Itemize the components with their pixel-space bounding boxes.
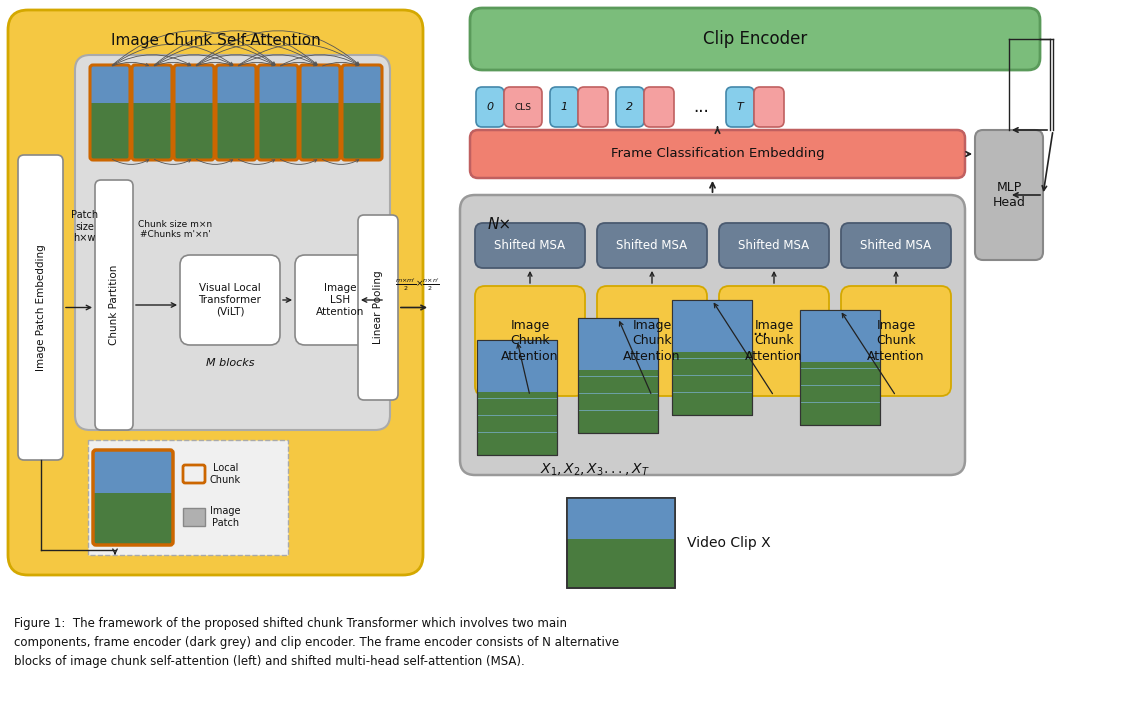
FancyBboxPatch shape <box>475 286 585 396</box>
FancyBboxPatch shape <box>504 87 542 127</box>
Text: Image
LSH
Attention: Image LSH Attention <box>316 284 364 317</box>
FancyBboxPatch shape <box>75 55 391 430</box>
FancyBboxPatch shape <box>8 10 423 575</box>
FancyBboxPatch shape <box>95 180 132 430</box>
Text: Image
Chunk
Attention: Image Chunk Attention <box>867 320 925 362</box>
Bar <box>477 340 557 392</box>
FancyBboxPatch shape <box>471 8 1040 70</box>
Text: components, frame encoder (dark grey) and clip encoder. The frame encoder consis: components, frame encoder (dark grey) an… <box>14 636 619 649</box>
Text: N×: N× <box>488 217 512 232</box>
Bar <box>801 310 880 425</box>
Text: Chunk Partition: Chunk Partition <box>108 265 119 345</box>
Bar <box>578 318 658 433</box>
FancyBboxPatch shape <box>616 87 644 127</box>
Bar <box>93 450 172 493</box>
Bar <box>258 65 298 103</box>
Text: Shifted MSA: Shifted MSA <box>494 239 565 252</box>
Bar <box>477 340 557 455</box>
FancyBboxPatch shape <box>460 195 965 475</box>
Text: T: T <box>737 102 743 112</box>
Text: Visual Local
Transformer
(ViLT): Visual Local Transformer (ViLT) <box>199 284 262 317</box>
FancyBboxPatch shape <box>357 215 399 400</box>
FancyBboxPatch shape <box>726 87 754 127</box>
Bar <box>801 310 880 362</box>
Bar <box>216 65 256 160</box>
Text: MLP
Head: MLP Head <box>992 181 1026 209</box>
Bar <box>90 65 130 103</box>
Bar <box>566 498 675 588</box>
Text: 1: 1 <box>561 102 568 112</box>
Bar <box>90 65 130 160</box>
Bar <box>132 65 172 103</box>
Bar <box>93 450 172 545</box>
Text: Figure 1:  The framework of the proposed shifted chunk Transformer which involve: Figure 1: The framework of the proposed … <box>14 617 566 630</box>
Bar <box>300 65 340 103</box>
Text: CLS: CLS <box>515 103 531 111</box>
Text: Image
Chunk
Attention: Image Chunk Attention <box>501 320 558 362</box>
Text: Clip Encoder: Clip Encoder <box>702 30 807 48</box>
FancyBboxPatch shape <box>841 286 951 396</box>
Bar <box>566 498 675 539</box>
FancyBboxPatch shape <box>975 130 1043 260</box>
FancyBboxPatch shape <box>841 223 951 268</box>
Bar <box>578 318 658 433</box>
Text: M blocks: M blocks <box>206 358 255 368</box>
FancyBboxPatch shape <box>295 255 385 345</box>
Bar <box>671 300 751 415</box>
FancyBboxPatch shape <box>719 223 829 268</box>
Bar <box>801 310 880 425</box>
Bar <box>341 65 383 103</box>
Bar <box>671 300 751 352</box>
Text: Video Clip X: Video Clip X <box>687 536 771 550</box>
FancyBboxPatch shape <box>578 87 608 127</box>
FancyBboxPatch shape <box>644 87 674 127</box>
Text: 2: 2 <box>627 102 634 112</box>
FancyBboxPatch shape <box>597 223 707 268</box>
Text: Linear Pooling: Linear Pooling <box>373 271 383 345</box>
FancyBboxPatch shape <box>475 223 585 268</box>
Bar <box>132 65 172 160</box>
Bar <box>341 65 383 160</box>
Text: blocks of image chunk self-attention (left) and shifted multi-head self-attentio: blocks of image chunk self-attention (le… <box>14 655 525 668</box>
Bar <box>300 65 340 160</box>
FancyBboxPatch shape <box>18 155 63 460</box>
Text: Frame Classification Embedding: Frame Classification Embedding <box>611 147 825 160</box>
Bar <box>578 318 658 370</box>
Bar <box>216 65 256 103</box>
Text: Shifted MSA: Shifted MSA <box>617 239 687 252</box>
Text: Image
Chunk
Attention: Image Chunk Attention <box>624 320 681 362</box>
FancyBboxPatch shape <box>180 255 280 345</box>
Bar <box>477 340 557 455</box>
Bar <box>183 508 206 526</box>
FancyBboxPatch shape <box>471 130 965 178</box>
Text: Patch
size
h×w: Patch size h×w <box>71 210 98 243</box>
Bar <box>258 65 298 160</box>
Bar <box>566 498 675 588</box>
Text: Shifted MSA: Shifted MSA <box>739 239 810 252</box>
Text: Image
Patch: Image Patch <box>210 506 241 527</box>
FancyBboxPatch shape <box>476 87 504 127</box>
Text: Chunk size m×n
#Chunks m'×n': Chunk size m×n #Chunks m'×n' <box>138 220 212 240</box>
Text: Image Patch Embedding: Image Patch Embedding <box>35 244 46 371</box>
Text: $\frac{m{\times}m'}{2}{\times}\frac{n{\times}n'}{2}$: $\frac{m{\times}m'}{2}{\times}\frac{n{\t… <box>395 277 440 294</box>
Text: $X_1, X_2, X_3...,X_T$: $X_1, X_2, X_3...,X_T$ <box>540 462 650 478</box>
FancyBboxPatch shape <box>88 440 288 555</box>
Bar <box>174 65 214 103</box>
Text: ...: ... <box>753 321 767 339</box>
Text: ...: ... <box>693 98 709 116</box>
FancyBboxPatch shape <box>754 87 785 127</box>
Text: Image
Chunk
Attention: Image Chunk Attention <box>746 320 803 362</box>
Text: Local
Chunk: Local Chunk <box>210 463 241 485</box>
Bar <box>174 65 214 160</box>
Text: 0: 0 <box>486 102 493 112</box>
FancyBboxPatch shape <box>597 286 707 396</box>
Bar <box>671 300 751 415</box>
Text: Image Chunk Self-Attention: Image Chunk Self-Attention <box>111 33 321 48</box>
FancyBboxPatch shape <box>550 87 578 127</box>
FancyBboxPatch shape <box>719 286 829 396</box>
Text: Shifted MSA: Shifted MSA <box>860 239 932 252</box>
